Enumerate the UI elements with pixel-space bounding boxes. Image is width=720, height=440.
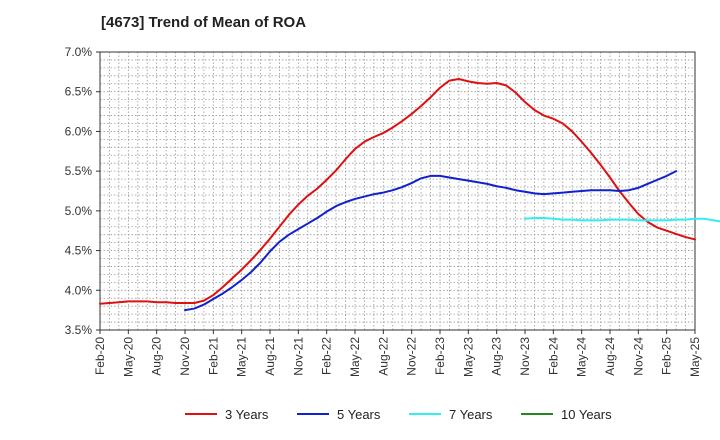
legend-label: 7 Years (449, 407, 493, 422)
x-tick-label: May-20 (121, 337, 135, 377)
legend-label: 5 Years (337, 407, 381, 422)
x-tick-label: Nov-21 (291, 337, 305, 376)
x-gridlines (109, 52, 686, 330)
plot-frame (99, 51, 696, 331)
x-tick-label: May-22 (348, 337, 362, 377)
legend-label: 10 Years (561, 407, 612, 422)
x-tick-label: Aug-24 (603, 337, 617, 376)
x-tick-label: Aug-21 (263, 337, 277, 376)
x-tick-label: Aug-22 (376, 337, 390, 376)
legend-label: 3 Years (225, 407, 269, 422)
y-tick-label: 5.0% (65, 204, 93, 218)
chart-title: [4673] Trend of Mean of ROA (101, 14, 307, 31)
y-axis: 3.5% 4.0% 4.5% 5.0% 5.5% 6.0% 6.5% 7.0% (65, 45, 100, 337)
legend-item-10-years: 10 Years (521, 407, 612, 422)
y-tick-label: 7.0% (65, 45, 93, 59)
y-tick-label: 5.5% (65, 164, 93, 178)
x-tick-label: Nov-22 (405, 337, 419, 376)
x-tick-label: Feb-24 (546, 337, 560, 375)
y-tick-label: 4.0% (65, 283, 93, 297)
series-line-3-years (99, 78, 696, 305)
x-tick-label: Aug-20 (150, 337, 164, 376)
y-tick-label: 6.0% (65, 124, 93, 138)
x-tick-label: Feb-23 (433, 337, 447, 375)
x-axis: Feb-20 May-20 Aug-20 Nov-20 Feb-21 May-21 Aug-… (93, 330, 702, 377)
series-line-5-years (184, 170, 678, 312)
legend-item-5-years: 5 Years (297, 407, 381, 422)
legend: 3 Years 5 Years 7 Years 10 Years (185, 407, 612, 422)
y-gridlines (100, 59, 695, 323)
y-tick-label: 3.5% (65, 323, 93, 337)
x-tick-label: May-25 (688, 337, 702, 377)
x-tick-label: Nov-20 (178, 337, 192, 376)
x-tick-label: Aug-23 (490, 337, 504, 376)
y-tick-label: 6.5% (65, 85, 93, 99)
series-lines (99, 78, 720, 312)
series-line-7-years (524, 217, 720, 223)
x-tick-label: Feb-20 (93, 337, 107, 375)
y-tick-label: 4.5% (65, 244, 93, 258)
x-tick-label: May-23 (461, 337, 475, 377)
x-tick-label: May-21 (235, 337, 249, 377)
x-tick-label: Nov-23 (518, 337, 532, 376)
legend-item-3-years: 3 Years (185, 407, 269, 422)
legend-item-7-years: 7 Years (409, 407, 493, 422)
x-tick-label: May-24 (575, 337, 589, 377)
x-tick-label: Feb-25 (660, 337, 674, 375)
x-tick-label: Feb-22 (320, 337, 334, 375)
x-tick-label: Nov-24 (631, 337, 645, 376)
x-tick-label: Feb-21 (206, 337, 220, 375)
